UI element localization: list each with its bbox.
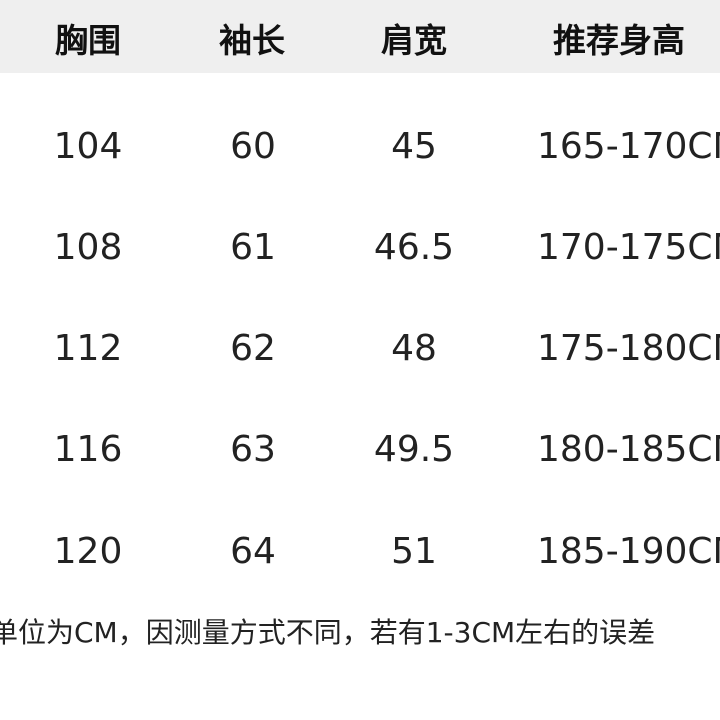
cell-chest: 120 — [53, 531, 123, 572]
cell-height: 185-190CM — [537, 531, 720, 572]
cell-shoulder: 46.5 — [373, 227, 455, 268]
table-header: 胸围 袖长 肩宽 推荐身高 — [0, 0, 720, 73]
header-chest: 胸围 — [55, 21, 121, 60]
cell-sleeve: 62 — [230, 328, 276, 369]
cell-height: 180-185CM — [537, 429, 720, 470]
header-shoulder: 肩宽 — [381, 21, 447, 60]
cell-sleeve: 64 — [230, 531, 276, 572]
cell-chest: 108 — [53, 227, 123, 268]
cell-shoulder: 45 — [391, 126, 437, 167]
cell-sleeve: 61 — [230, 227, 276, 268]
cell-height: 175-180CM — [537, 328, 720, 369]
cell-height: 170-175CM — [537, 227, 720, 268]
measurement-note: 单位为CM，因测量方式不同，若有1-3CM左右的误差 — [0, 616, 656, 649]
cell-shoulder: 51 — [391, 531, 437, 572]
cell-sleeve: 60 — [230, 126, 276, 167]
header-sleeve: 袖长 — [219, 21, 285, 60]
cell-chest: 112 — [53, 328, 123, 369]
cell-chest: 104 — [53, 126, 123, 167]
cell-chest: 116 — [53, 429, 123, 470]
cell-shoulder: 49.5 — [373, 429, 455, 470]
cell-height: 165-170CM — [537, 126, 720, 167]
header-height: 推荐身高 — [553, 21, 685, 60]
cell-shoulder: 48 — [391, 328, 437, 369]
cell-sleeve: 63 — [230, 429, 276, 470]
